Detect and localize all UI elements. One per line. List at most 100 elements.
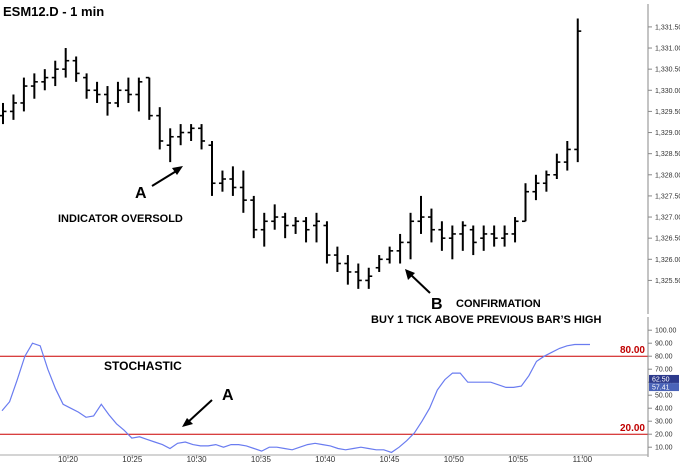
ohlc-bar <box>522 183 529 223</box>
annotation-b: B <box>431 296 443 313</box>
stochastic-axis: 10.0020.0030.0040.0050.0060.0070.0080.00… <box>647 317 679 457</box>
ohlc-bar <box>239 170 247 213</box>
stochastic-tick-label: 80.00 <box>655 354 673 361</box>
price-tick-label: 1,331.00 <box>655 46 680 53</box>
price-tick-label: 1,329.50 <box>655 109 680 116</box>
stochastic-tick-label: 90.00 <box>655 341 673 348</box>
time-tick-label: 10:50 <box>444 455 465 464</box>
ohlc-bar <box>459 221 467 251</box>
arrow-b <box>409 273 431 294</box>
ohlc-bar <box>448 225 456 260</box>
price-tick-label: 1,330.00 <box>655 88 680 95</box>
time-tick-label: 11:00 <box>573 455 593 464</box>
ohlc-bar <box>229 166 237 196</box>
arrowhead-a-stochastic <box>182 418 193 427</box>
ohlc-bar <box>302 217 310 243</box>
ohlc-bar <box>563 140 571 171</box>
ohlc-bar <box>469 225 477 256</box>
last-value-badge-text: 57.41 <box>652 385 670 392</box>
price-tick-label: 1,328.00 <box>655 172 680 179</box>
ohlc-bar <box>51 60 59 87</box>
last-value-badge <box>649 383 679 392</box>
ohlc-bar <box>208 140 216 196</box>
arrowhead-a-price <box>172 166 183 175</box>
ohlc-bar <box>365 267 373 289</box>
annotation-a-stochastic: A <box>222 387 234 404</box>
ohlc-bar <box>198 124 206 150</box>
ohlc-bar <box>480 225 488 251</box>
ohlc-bar <box>344 255 352 285</box>
annotation-confirmation: CONFIRMATION <box>456 298 541 310</box>
last-value-badge <box>649 374 679 383</box>
ohlc-bar <box>0 102 7 125</box>
stochastic-tick-label: 100.00 <box>655 328 677 335</box>
ohlc-bar <box>354 263 362 289</box>
ohlc-bar <box>41 69 49 91</box>
ohlc-bar <box>218 170 226 192</box>
ohlc-bar <box>542 170 550 192</box>
level-label-20: 20.00 <box>620 423 645 434</box>
ohlc-bar <box>250 195 258 239</box>
ohlc-bar <box>93 81 101 103</box>
price-tick-label: 1,331.50 <box>655 24 680 31</box>
ohlc-bar <box>166 128 174 163</box>
time-tick-label: 10:30 <box>187 455 208 464</box>
ohlc-bar <box>292 217 300 234</box>
ohlc-bar <box>271 204 279 230</box>
annotation-indicator-oversold: INDICATOR OVERSOLD <box>58 213 183 225</box>
last-value-badge-text: 62.50 <box>652 376 670 383</box>
ohlc-bar <box>72 56 80 82</box>
price-tick-label: 1,326.50 <box>655 236 680 243</box>
arrow-a-price <box>151 169 179 187</box>
time-tick-label: 10:55 <box>508 455 529 464</box>
ohlc-bar <box>333 246 341 272</box>
ohlc-bar <box>145 76 153 120</box>
ohlc-bar <box>532 174 540 201</box>
chart-title: ESM12.D - 1 min <box>3 4 104 19</box>
price-tick-label: 1,330.50 <box>655 67 680 74</box>
ohlc-bar <box>9 94 17 120</box>
ohlc-bar <box>281 212 289 239</box>
ohlc-bar <box>386 246 394 264</box>
stochastic-line <box>1 342 590 454</box>
time-tick-label: 10:35 <box>251 455 272 464</box>
ohlc-bar <box>156 107 164 150</box>
ohlc-bar <box>396 233 404 264</box>
annotations: A INDICATOR OVERSOLD B CONFIRMATION BUY … <box>58 166 601 427</box>
ohlc-bar <box>501 225 509 247</box>
ohlc-bar <box>177 124 185 146</box>
ohlc-bar <box>323 221 331 264</box>
ohlc-bar <box>490 225 498 247</box>
ohlc-bar <box>313 212 320 243</box>
ohlc-bar <box>187 124 195 141</box>
level-label-80: 80.00 <box>620 345 645 356</box>
ohlc-bar <box>83 73 91 99</box>
price-tick-label: 1,328.50 <box>655 151 680 158</box>
time-axis: 10:20 10:25 10:30 10:35 10:40 10:45 10:50 10:55… <box>0 454 648 464</box>
ohlc-bar <box>135 77 143 112</box>
price-tick-label: 1,327.00 <box>655 215 680 222</box>
stochastic-tick-label: 20.00 <box>655 432 673 439</box>
ohlc-bar <box>553 153 561 180</box>
price-bars <box>0 18 582 289</box>
ohlc-bar <box>375 255 383 272</box>
ohlc-bar <box>407 212 415 260</box>
stochastic-tick-label: 70.00 <box>655 367 673 374</box>
stochastic-label: STOCHASTIC <box>104 359 182 373</box>
stochastic-tick-label: 40.00 <box>655 406 673 413</box>
stochastic-tick-label: 30.00 <box>655 419 673 426</box>
ohlc-bar <box>30 73 38 99</box>
stochastic-tick-label: 50.00 <box>655 393 673 400</box>
time-tick-label: 10:45 <box>379 455 400 464</box>
annotation-a-price: A <box>135 185 147 202</box>
ohlc-bar <box>124 77 132 103</box>
stochastic-tick-label: 10.00 <box>655 445 673 452</box>
price-tick-label: 1,325.50 <box>655 278 680 285</box>
ohlc-bar <box>427 208 435 243</box>
price-tick-label: 1,326.00 <box>655 257 680 264</box>
price-tick-label: 1,329.00 <box>655 130 680 137</box>
time-tick-label: 10:25 <box>122 455 143 464</box>
annotation-buy-rule: BUY 1 TICK ABOVE PREVIOUS BAR’S HIGH <box>371 314 601 326</box>
